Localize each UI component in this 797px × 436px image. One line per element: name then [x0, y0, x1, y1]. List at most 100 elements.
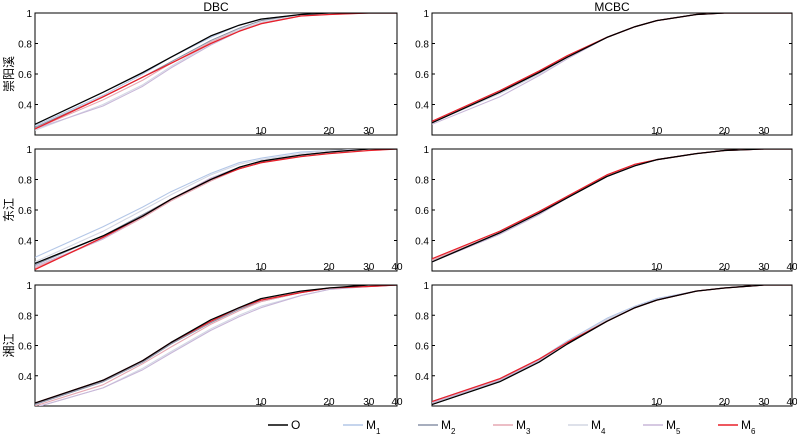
x-tick-label: 40 — [786, 262, 797, 273]
legend-label: M1 — [366, 418, 381, 436]
y-tick-label: 0.8 — [415, 40, 429, 51]
y-tick-label: 0.4 — [18, 372, 32, 383]
y-tick-label: 0.4 — [415, 372, 429, 383]
series-line-M1 — [35, 13, 397, 127]
legend-label: M4 — [591, 418, 606, 436]
panel-title: MCBC — [594, 0, 630, 14]
y-tick-label: 0.6 — [415, 206, 429, 217]
y-tick-label: 0.6 — [415, 70, 429, 81]
legend-subscript: 5 — [676, 427, 681, 436]
series-line-M6 — [35, 13, 397, 130]
panel-2: 0.4 0.6 0.8 1 10 20 30 MCBC — [415, 0, 793, 137]
legend-entry-M6: M6 — [718, 418, 756, 436]
x-tick-label: 20 — [323, 262, 335, 273]
x-tick-label: 30 — [363, 126, 375, 137]
series-line-M5 — [35, 13, 397, 130]
legend-entry-M5: M5 — [643, 418, 681, 436]
panel-3: 0.4 0.6 0.8 1 10 20 30 40 东江 — [2, 145, 403, 273]
panel-6: 0.4 0.6 0.8 1 10 20 30 40 — [415, 281, 797, 408]
y-tick-label: 0.8 — [18, 176, 32, 187]
legend-subscript: 3 — [526, 427, 531, 436]
series-line-M2 — [35, 285, 397, 406]
series-line-M4 — [432, 13, 792, 124]
legend-entry-M3: M3 — [493, 418, 531, 436]
x-tick-label: 30 — [758, 126, 770, 137]
legend-entry-M1: M1 — [343, 418, 381, 436]
legend-label: O — [291, 418, 300, 432]
series-line-M6 — [432, 13, 792, 122]
series-line-M5 — [432, 285, 792, 404]
x-tick-label: 30 — [363, 397, 375, 408]
series-line-O — [35, 285, 397, 404]
y-tick-label: 1 — [26, 9, 32, 20]
series-line-M3 — [35, 13, 397, 130]
series-line-M5 — [38, 285, 397, 406]
x-tick-label: 10 — [651, 262, 663, 273]
series-line-M5 — [432, 13, 792, 125]
axes-frame — [431, 284, 793, 407]
legend-subscript: 2 — [451, 427, 456, 436]
y-tick-label: 1 — [423, 145, 429, 156]
series-line-M1 — [432, 13, 792, 124]
series-line-M3 — [35, 285, 397, 406]
series-line-M2 — [432, 149, 792, 263]
series-line-M5 — [35, 149, 397, 267]
series-line-M6 — [432, 285, 792, 403]
series-line-O — [35, 13, 397, 125]
x-tick-label: 30 — [758, 262, 770, 273]
series-line-O — [432, 149, 792, 263]
axes-frame — [34, 284, 398, 407]
x-tick-label: 30 — [363, 262, 375, 273]
y-tick-label: 0.4 — [18, 237, 32, 248]
series-line-M2 — [35, 149, 397, 266]
axes-frame — [431, 148, 793, 272]
panel-1: 0.4 0.6 0.8 1 10 20 30 DBC 崇阳溪 — [2, 0, 398, 137]
axes-frame — [34, 12, 398, 136]
axes-frame — [34, 148, 398, 272]
x-tick-label: 10 — [255, 262, 267, 273]
legend-label: M5 — [666, 418, 681, 436]
y-tick-label: 0.6 — [415, 342, 429, 353]
y-tick-label: 1 — [423, 9, 429, 20]
x-tick-label: 20 — [719, 397, 731, 408]
x-tick-label: 40 — [786, 397, 797, 408]
y-tick-label: 0.8 — [18, 311, 32, 322]
legend-subscript: 6 — [751, 427, 756, 436]
y-tick-label: 0.6 — [18, 342, 32, 353]
row-label: 崇阳溪 — [2, 56, 16, 92]
series-line-O — [432, 285, 792, 406]
legend-label: M6 — [741, 418, 756, 436]
series-line-M3 — [35, 149, 397, 269]
x-tick-label: 10 — [255, 126, 267, 137]
series-line-M3 — [432, 149, 792, 261]
y-tick-label: 0.6 — [18, 206, 32, 217]
y-tick-label: 0.4 — [18, 101, 32, 112]
x-tick-label: 20 — [719, 262, 731, 273]
legend-entry-O: O — [268, 418, 300, 432]
series-line-M4 — [35, 149, 397, 263]
row-label: 湘江 — [1, 333, 16, 357]
y-tick-label: 0.4 — [415, 237, 429, 248]
legend-subscript: 1 — [376, 427, 381, 436]
series-line-M4 — [35, 13, 397, 131]
legend-entry-M2: M2 — [418, 418, 456, 436]
y-tick-label: 0.8 — [415, 311, 429, 322]
axes-frame — [431, 12, 793, 136]
series-line-M6 — [35, 149, 397, 271]
row-label: 东江 — [2, 198, 16, 222]
x-tick-label: 30 — [758, 397, 770, 408]
y-tick-label: 0.8 — [18, 40, 32, 51]
series-line-M2 — [432, 13, 792, 124]
legend-label: M3 — [516, 418, 531, 436]
series-line-M6 — [432, 149, 792, 260]
x-tick-label: 40 — [391, 397, 403, 408]
y-tick-label: 1 — [26, 281, 32, 292]
y-tick-label: 0.6 — [18, 70, 32, 81]
x-tick-label: 10 — [651, 397, 663, 408]
y-tick-label: 0.8 — [415, 176, 429, 187]
panel-title: DBC — [203, 0, 229, 14]
x-tick-label: 20 — [323, 397, 335, 408]
y-tick-label: 1 — [423, 281, 429, 292]
legend-label: M2 — [441, 418, 456, 436]
y-tick-label: 0.4 — [415, 101, 429, 112]
